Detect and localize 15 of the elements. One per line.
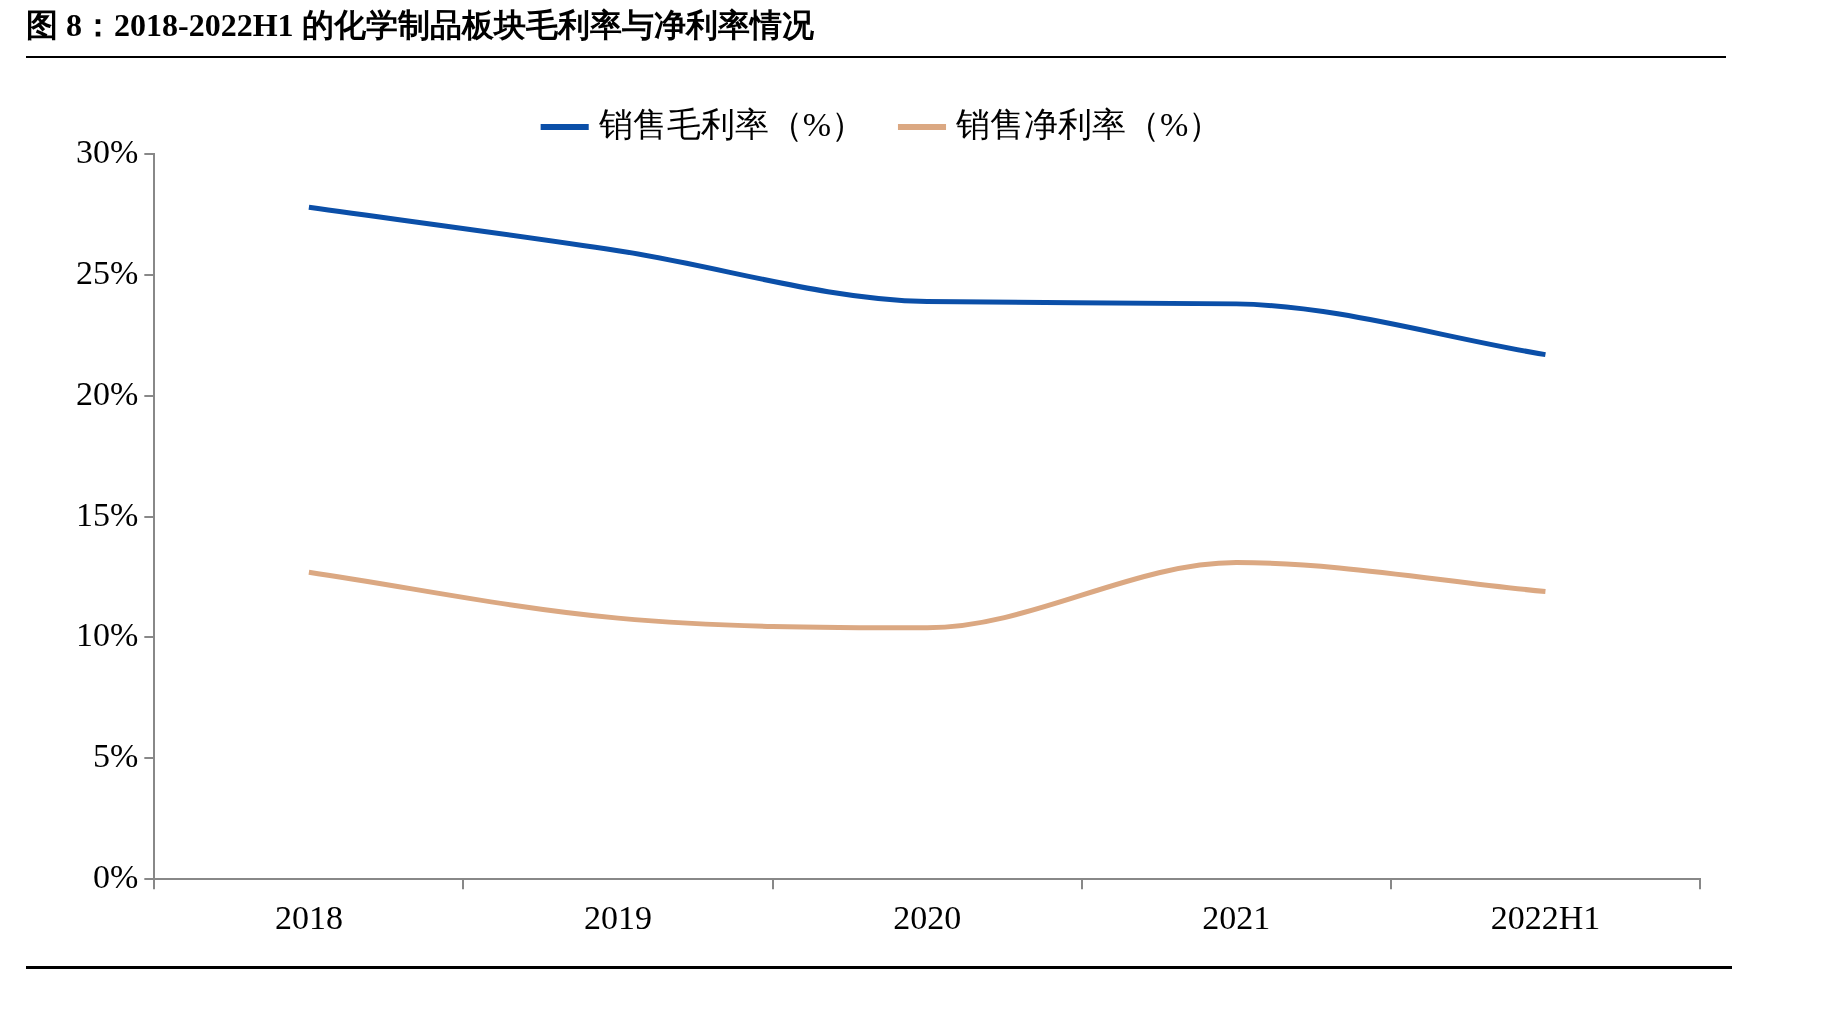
y-tick-label: 25% <box>75 253 139 291</box>
x-tick-label: 2021 <box>1202 898 1271 936</box>
x-tick-label: 2019 <box>584 898 653 936</box>
y-tick-label: 5% <box>92 737 139 775</box>
y-tick-label: 30% <box>75 132 139 170</box>
y-tick-label: 15% <box>75 495 139 533</box>
y-tick-label: 10% <box>75 616 139 654</box>
legend-label: 销售毛利率（%） <box>597 105 866 143</box>
x-tick-label: 2022H1 <box>1490 898 1601 936</box>
legend-label: 销售净利率（%） <box>955 105 1223 143</box>
y-tick-label: 0% <box>92 858 139 896</box>
chart-title: 图 8：2018-2022H1 的化学制品板块毛利率与净利率情况 <box>26 4 1726 58</box>
x-tick-label: 2020 <box>893 898 962 936</box>
x-tick-label: 2018 <box>274 898 343 936</box>
y-tick-label: 20% <box>75 374 139 412</box>
